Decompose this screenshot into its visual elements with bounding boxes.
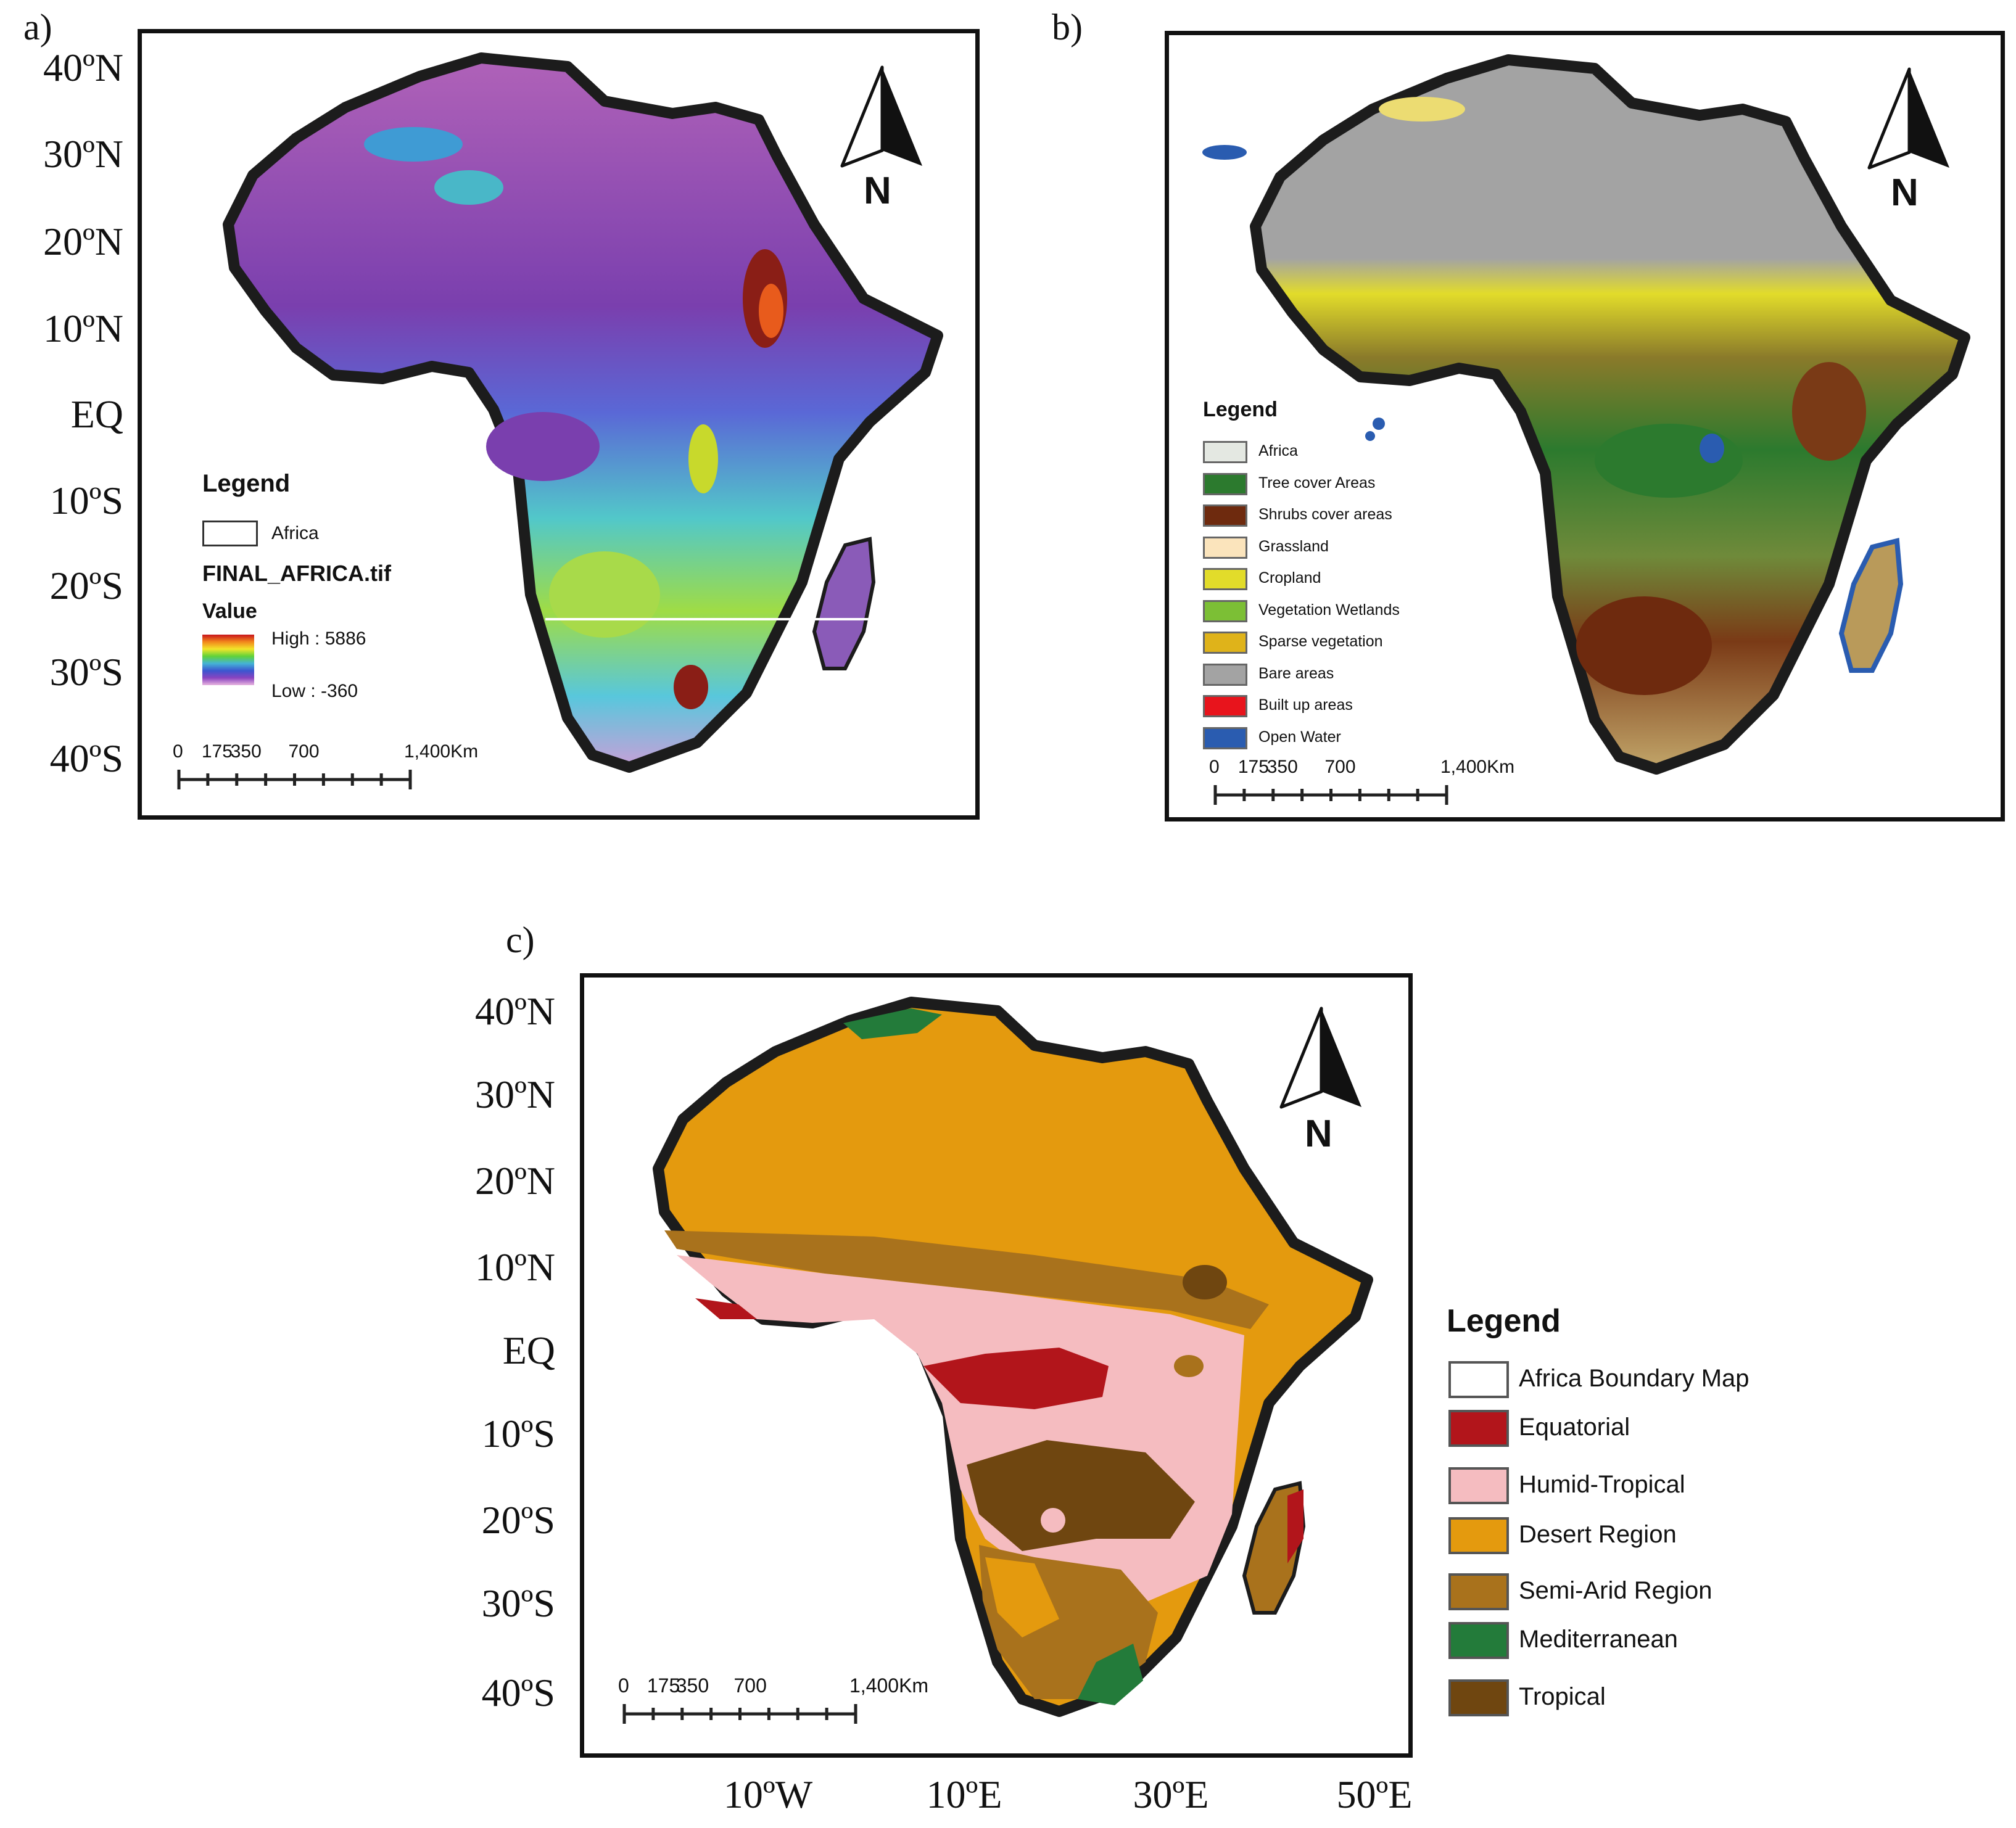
lat-label: EQ [70,392,123,436]
north-arrow-icon [840,65,922,168]
legend-label: Grassland [1258,537,1329,555]
legend-swatch [1203,663,1247,686]
legend-title: Legend [1447,1303,1561,1339]
legend-label: Shrubs cover areas [1258,506,1392,523]
legend-label: Mediterranean [1519,1626,1678,1653]
lat-label: 40ºS [481,1671,555,1715]
scale-label: 0 [618,1674,629,1697]
scale-label: 175 [1237,757,1269,777]
panel-b-landcover-map [1202,54,1965,794]
lat-label: 30ºS [481,1581,555,1625]
panel-c-map-frame: N 0 175 350 700 1,400Km [580,973,1413,1758]
legend-swatch [1448,1517,1509,1554]
legend-label: Humid-Tropical [1519,1471,1685,1498]
legend-swatch [1203,599,1247,622]
legend-label: Built up areas [1258,696,1353,714]
legend-label: Equatorial [1519,1414,1630,1441]
scale-label: 175 [647,1674,680,1697]
legend-swatch [1203,472,1247,495]
legend-swatch-africa [202,521,258,546]
legend-label: Cropland [1258,569,1321,587]
legend-swatch [1448,1361,1509,1398]
lat-label: 40ºN [474,989,555,1033]
scale-label: 175 [201,741,233,762]
legend-low-value: Low : -360 [271,681,358,701]
legend-swatch [1448,1467,1509,1504]
scale-label: 700 [1324,757,1356,777]
legend-swatch [1203,441,1247,463]
scale-label: 1,400Km [404,741,479,762]
legend-label: Vegetation Wetlands [1258,601,1400,619]
scale-label: 350 [675,1674,709,1697]
lat-label: 10ºS [481,1412,555,1455]
lat-label: EQ [502,1328,555,1372]
lat-label: 10ºS [49,479,123,522]
lat-label: 20ºS [481,1498,555,1542]
panel-b-letter: b) [1052,7,1083,47]
legend-swatch [1203,727,1247,749]
scale-label: 350 [230,741,262,762]
scale-bar-line [177,770,412,789]
lon-label: 10ºE [926,1772,1002,1816]
legend-title: Legend [1203,398,1278,421]
legend-label: Africa [1258,442,1298,459]
lon-label: 10ºW [723,1772,813,1816]
legend-label: Tree cover Areas [1258,474,1376,492]
scale-label: 1,400Km [849,1674,929,1697]
panel-c-letter: c) [506,920,535,960]
panel-a-letter: a) [23,7,52,47]
legend-swatch [1448,1573,1509,1610]
legend-raster-name: FINAL_AFRICA.tif [202,561,391,586]
scale-label: 0 [1209,757,1220,777]
legend-label: Desert Region [1519,1521,1677,1548]
north-arrow-icon [1279,1007,1361,1109]
legend-value-label: Value [202,599,257,623]
legend-swatch [1448,1622,1509,1659]
legend-swatch [1203,632,1247,654]
legend-label: Africa Boundary Map [1519,1365,1750,1392]
legend-color-ramp [202,635,254,685]
legend-label: Bare areas [1258,664,1334,682]
legend-swatch [1203,536,1247,559]
legend-label: Sparse vegetation [1258,633,1383,650]
legend-swatch [1203,568,1247,590]
legend-swatch [1448,1410,1509,1447]
legend-swatch [1203,695,1247,717]
north-arrow-icon [1867,67,1949,170]
scale-label: 350 [1266,757,1298,777]
lon-label: 30ºE [1133,1772,1209,1816]
panel-a-elevation-map [197,52,938,792]
legend-swatch [1203,504,1247,527]
panel-c-climate-map [627,996,1368,1736]
legend-title: Legend [202,470,291,497]
legend-label-africa: Africa [271,523,319,543]
north-label: N [864,170,891,212]
lat-label: 20ºS [49,564,123,607]
lat-label: 10ºN [43,307,123,350]
legend-label: Semi-Arid Region [1519,1577,1712,1604]
scale-label: 700 [288,741,320,762]
scale-label: 700 [733,1674,767,1697]
scale-bar-line [1213,785,1448,805]
lat-label: 30ºS [49,650,123,694]
lat-label: 30ºN [43,132,123,176]
lat-label: 40ºN [43,46,123,89]
lat-label: 10ºN [474,1245,555,1289]
lat-label: 40ºS [49,736,123,780]
scale-bar-line [622,1704,857,1724]
legend-swatch [1448,1679,1509,1716]
lat-label: 20ºN [43,220,123,263]
legend-label: Tropical [1519,1683,1606,1710]
legend-high-value: High : 5886 [271,628,366,649]
legend-label: Open Water [1258,728,1341,746]
scale-label: 0 [173,741,183,762]
scale-label: 1,400Km [1440,757,1515,777]
north-label: N [1891,171,1919,214]
lon-label: 50ºE [1336,1772,1413,1816]
panel-a-map-frame: N Legend Africa FINAL_AFRICA.tif Value H… [138,29,980,820]
north-label: N [1305,1113,1332,1155]
lat-label: 20ºN [474,1159,555,1203]
lat-label: 30ºN [474,1073,555,1116]
panel-b-map-frame: N Legend Africa Tree cover Areas Shrubs co… [1165,31,2005,821]
